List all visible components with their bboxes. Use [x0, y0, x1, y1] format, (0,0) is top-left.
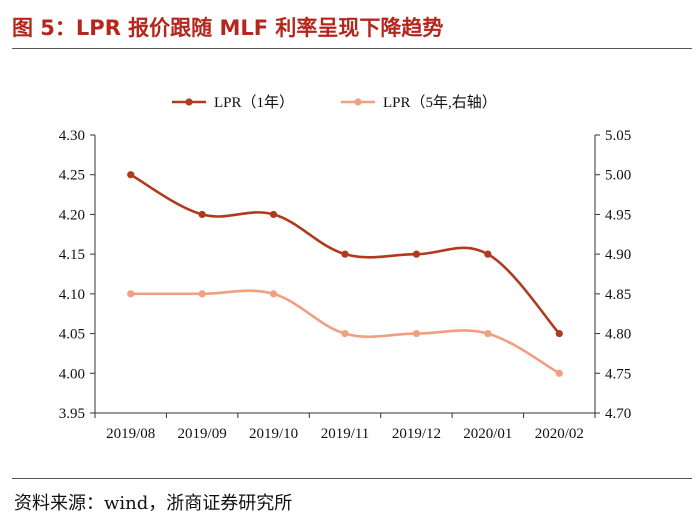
data-point: [269, 210, 278, 219]
left-tick-label: 4.00: [59, 366, 85, 382]
data-point: [484, 329, 492, 338]
left-tick-label: 4.20: [59, 207, 85, 223]
legend-marker: [185, 98, 193, 106]
x-tick-label: 2020/02: [535, 426, 584, 442]
x-tick-label: 2019/11: [321, 426, 370, 442]
data-point: [198, 290, 206, 298]
data-point: [198, 210, 206, 219]
bottom-divider: [12, 478, 692, 479]
right-tick-label: 4.95: [605, 207, 631, 223]
data-point: [341, 329, 349, 338]
source-note: 资料来源：wind，浙商证券研究所: [14, 493, 293, 514]
figure-title: 图 5：LPR 报价跟随 MLF 利率呈现下降趋势: [12, 16, 444, 40]
chart-series: [127, 171, 563, 377]
left-tick-label: 3.95: [59, 406, 85, 422]
legend-label: LPR（5年,右轴）: [383, 94, 497, 111]
x-tick-label: 2019/09: [178, 426, 227, 442]
right-tick-label: 4.80: [605, 327, 631, 343]
x-tick-label: 2019/08: [106, 426, 155, 442]
right-tick-label: 4.90: [605, 247, 631, 263]
left-tick-label: 4.15: [59, 247, 85, 263]
chart-ticks: 3.95 4.00 4.05 4.10 4.15 4.20 4.25 4.30 4.70 4.75…: [59, 128, 632, 442]
right-tick-label: 4.75: [605, 366, 631, 382]
data-point: [555, 369, 563, 377]
data-point: [127, 171, 135, 179]
data-point: [484, 250, 492, 258]
x-tick-label: 2019/10: [249, 426, 298, 442]
data-point: [269, 290, 278, 298]
right-tick-label: 5.05: [605, 128, 631, 144]
data-point: [341, 250, 349, 258]
right-tick-label: 4.70: [605, 406, 631, 422]
left-tick-label: 4.25: [59, 168, 85, 184]
legend-label: LPR（1年）: [214, 94, 294, 111]
data-point: [555, 329, 563, 338]
left-tick-label: 4.05: [59, 327, 85, 343]
chart-axes: [94, 135, 596, 414]
data-point: [412, 329, 421, 338]
left-tick-label: 4.30: [59, 128, 85, 144]
legend-marker: [354, 98, 362, 106]
data-point: [127, 290, 135, 298]
chart-legend: LPR（1年） LPR（5年,右轴）: [172, 94, 497, 111]
left-tick-label: 4.10: [59, 287, 85, 303]
right-tick-label: 4.85: [605, 287, 631, 303]
data-point: [412, 250, 421, 258]
x-tick-label: 2020/01: [463, 426, 512, 442]
x-tick-label: 2019/12: [392, 426, 441, 442]
right-tick-label: 5.00: [605, 168, 631, 184]
top-divider: [12, 48, 692, 49]
